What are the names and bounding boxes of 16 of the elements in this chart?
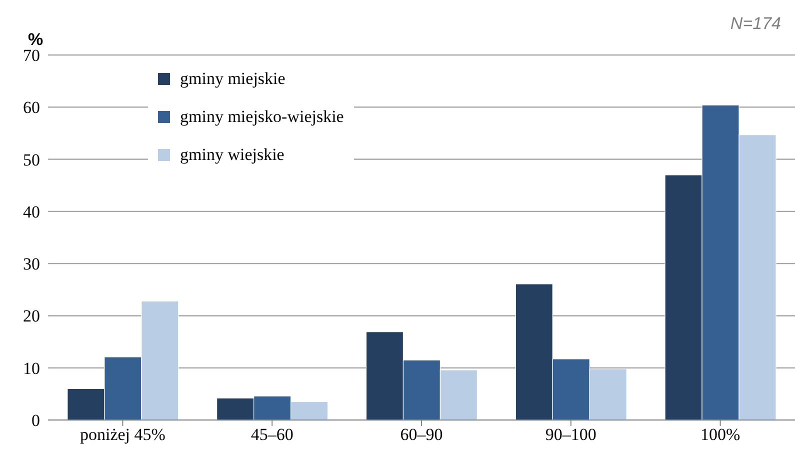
y-tick-label: 50 — [23, 150, 40, 170]
y-tick-label: 30 — [23, 254, 40, 274]
x-tick-label: 60–90 — [400, 425, 443, 444]
y-tick-label: 20 — [23, 306, 40, 326]
text: N=174 — [730, 14, 781, 34]
x-tick-label: 45–60 — [250, 425, 294, 444]
y-tick-label: 40 — [23, 202, 40, 222]
legend-label: gminy miejsko-wiejskie — [180, 107, 344, 127]
y-tick-label: 10 — [23, 358, 40, 378]
x-tick-label: 100% — [700, 425, 740, 444]
legend-label: gminy miejskie — [180, 69, 286, 89]
legend-label: gminy wiejskie — [180, 145, 284, 165]
y-tick-label: 60 — [23, 98, 40, 118]
x-tick-label: poniżej 45% — [80, 425, 166, 444]
y-tick-label: 0 — [32, 411, 40, 430]
x-tick-label: 90–100 — [545, 425, 596, 444]
